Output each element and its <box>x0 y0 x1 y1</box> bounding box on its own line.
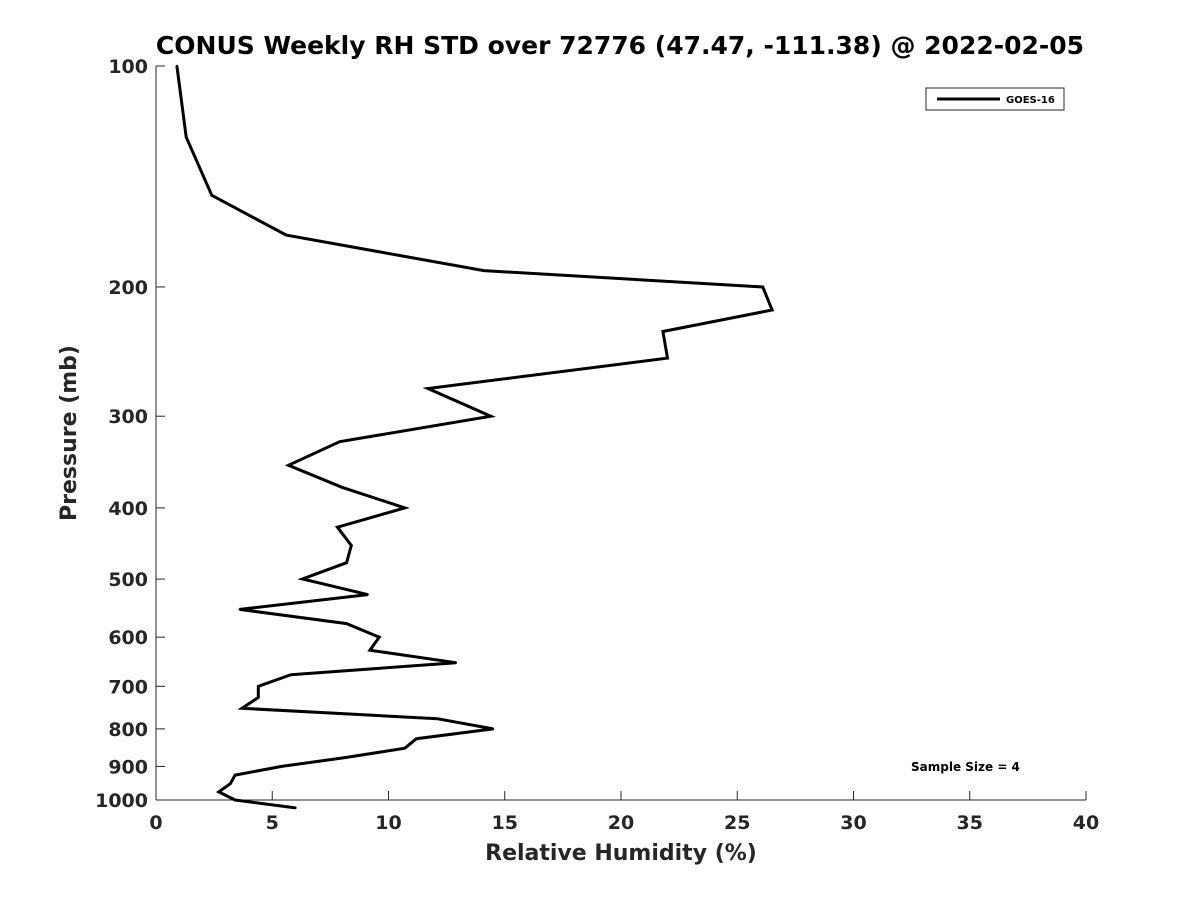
data-point <box>289 673 293 676</box>
x-tick-label: 40 <box>1073 812 1099 834</box>
legend: GOES-16 <box>925 87 1065 111</box>
data-point <box>280 765 283 768</box>
y-tick-label: 600 <box>108 627 148 649</box>
data-point <box>287 464 290 467</box>
data-point <box>366 593 369 596</box>
y-tick-label: 300 <box>108 406 148 428</box>
data-point <box>491 727 495 731</box>
data-point <box>233 773 237 777</box>
data-point <box>770 308 774 312</box>
y-tick-label: 200 <box>108 277 148 299</box>
x-ticks: 0 5 10 15 20 25 30 35 40 <box>149 791 1099 834</box>
data-point <box>403 506 406 510</box>
data-point <box>403 747 406 750</box>
data-point <box>238 608 241 611</box>
x-tick-label: 20 <box>608 812 634 834</box>
data-point <box>415 737 418 740</box>
data-point <box>345 622 348 625</box>
y-tick-label: 800 <box>108 719 148 741</box>
data-point <box>217 790 220 794</box>
data-point <box>294 806 297 810</box>
data-point <box>345 561 348 564</box>
x-tick-label: 35 <box>957 812 983 834</box>
data-point <box>175 64 179 68</box>
y-tick-label: 500 <box>108 569 148 591</box>
y-ticks: 100 200 300 400 500 600 700 800 900 1000 <box>95 56 165 812</box>
data-point <box>257 696 260 699</box>
data-point <box>761 285 764 289</box>
data-point <box>489 415 492 418</box>
x-tick-label: 10 <box>375 812 401 834</box>
data-point <box>368 649 372 652</box>
data-point <box>301 577 304 581</box>
data-point <box>666 356 669 360</box>
x-tick-label: 0 <box>149 812 162 834</box>
data-point <box>436 717 439 720</box>
data-point <box>340 486 344 489</box>
data-point <box>257 685 260 688</box>
y-tick-label: 1000 <box>95 790 148 812</box>
x-tick-label: 15 <box>492 812 518 834</box>
data-point <box>345 756 348 759</box>
data-point <box>350 544 353 547</box>
x-tick-label: 5 <box>266 812 279 834</box>
data-point <box>338 440 341 443</box>
data-point <box>185 135 188 139</box>
y-tick-label: 900 <box>108 756 148 778</box>
data-point <box>240 707 244 710</box>
data-point <box>229 782 232 785</box>
data-point <box>426 387 430 390</box>
annotation-sample-size: Sample Size = 4 <box>911 760 1020 774</box>
data-point <box>285 233 288 237</box>
y-tick-label: 100 <box>108 56 148 78</box>
plot-area <box>155 66 1086 801</box>
series-layer <box>175 64 775 810</box>
x-axis-label: Relative Humidity (%) <box>485 841 757 866</box>
legend-label-goes-16: GOES-16 <box>1006 95 1055 106</box>
data-point <box>661 330 665 333</box>
x-tick-label: 25 <box>724 812 750 834</box>
y-tick-label: 700 <box>108 676 148 698</box>
data-point <box>233 798 237 802</box>
x-tick-label: 30 <box>840 812 866 834</box>
chart-title: CONUS Weekly RH STD over 72776 (47.47, -… <box>156 31 1084 60</box>
series-line-goes-16 <box>175 65 775 810</box>
data-point <box>482 269 485 272</box>
data-point <box>454 661 458 664</box>
data-point <box>210 194 213 197</box>
data-point <box>336 526 339 529</box>
data-point <box>378 636 381 639</box>
y-tick-label: 400 <box>108 498 148 520</box>
y-axis-label: Pressure (mb) <box>57 345 82 521</box>
